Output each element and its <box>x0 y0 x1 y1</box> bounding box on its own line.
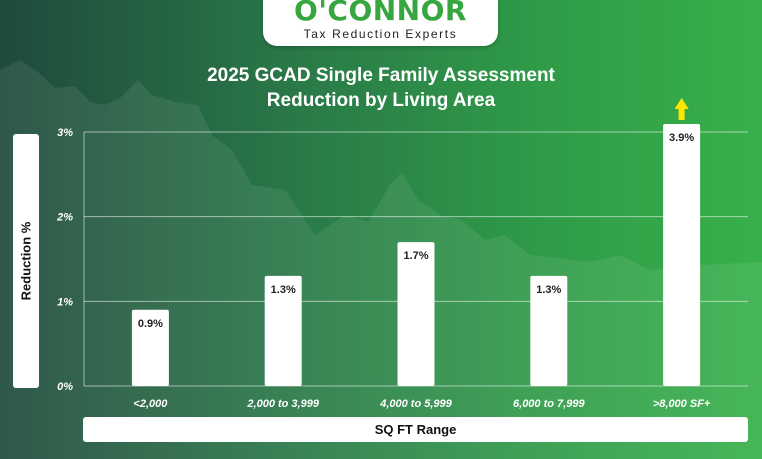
x-tick-label: 6,000 to 7,999 <box>513 398 585 410</box>
x-tick-label: 2,000 to 3,999 <box>246 398 319 410</box>
bar <box>530 275 568 386</box>
chart-title-line-1: 2025 GCAD Single Family Assessment <box>207 65 555 86</box>
x-tick-label: <2,000 <box>133 398 168 410</box>
x-axis-label: SQ FT Range <box>83 417 748 442</box>
y-tick-label: 1% <box>57 296 73 308</box>
brand-logo: O'CONNOR Tax Reduction Experts <box>263 0 498 46</box>
chart-title: 2025 GCAD Single Family Assessment Reduc… <box>140 63 622 113</box>
bars: 0.9% 1.3% 1.7% 1.3% 3.9% <box>131 98 701 386</box>
data-label: 1.3% <box>536 284 561 296</box>
data-label: 1.3% <box>271 284 296 296</box>
x-tick-label: >8,000 SF+ <box>653 398 711 410</box>
y-tick-labels: 0% 1% 2% 3% <box>56 127 73 393</box>
y-axis-label-box <box>13 134 39 388</box>
bar <box>663 124 701 386</box>
bar <box>264 275 302 386</box>
y-tick-label: 2% <box>56 212 73 224</box>
x-tick-labels: <2,000 2,000 to 3,999 4,000 to 5,999 6,000 … <box>133 398 710 410</box>
data-label: 3.9% <box>669 132 694 144</box>
data-label: 1.7% <box>403 250 428 262</box>
y-tick-label: 0% <box>57 381 73 393</box>
up-arrow-icon <box>674 98 689 120</box>
data-label: 0.9% <box>138 318 163 330</box>
bar <box>397 242 435 386</box>
brand-tagline: Tax Reduction Experts <box>303 27 458 41</box>
chart-title-line-2: Reduction by Living Area <box>266 90 496 111</box>
brand-name: O'CONNOR <box>294 0 467 27</box>
bar <box>131 309 169 386</box>
y-tick-label: 3% <box>57 127 73 139</box>
x-tick-label: 4,000 to 5,999 <box>379 398 452 410</box>
